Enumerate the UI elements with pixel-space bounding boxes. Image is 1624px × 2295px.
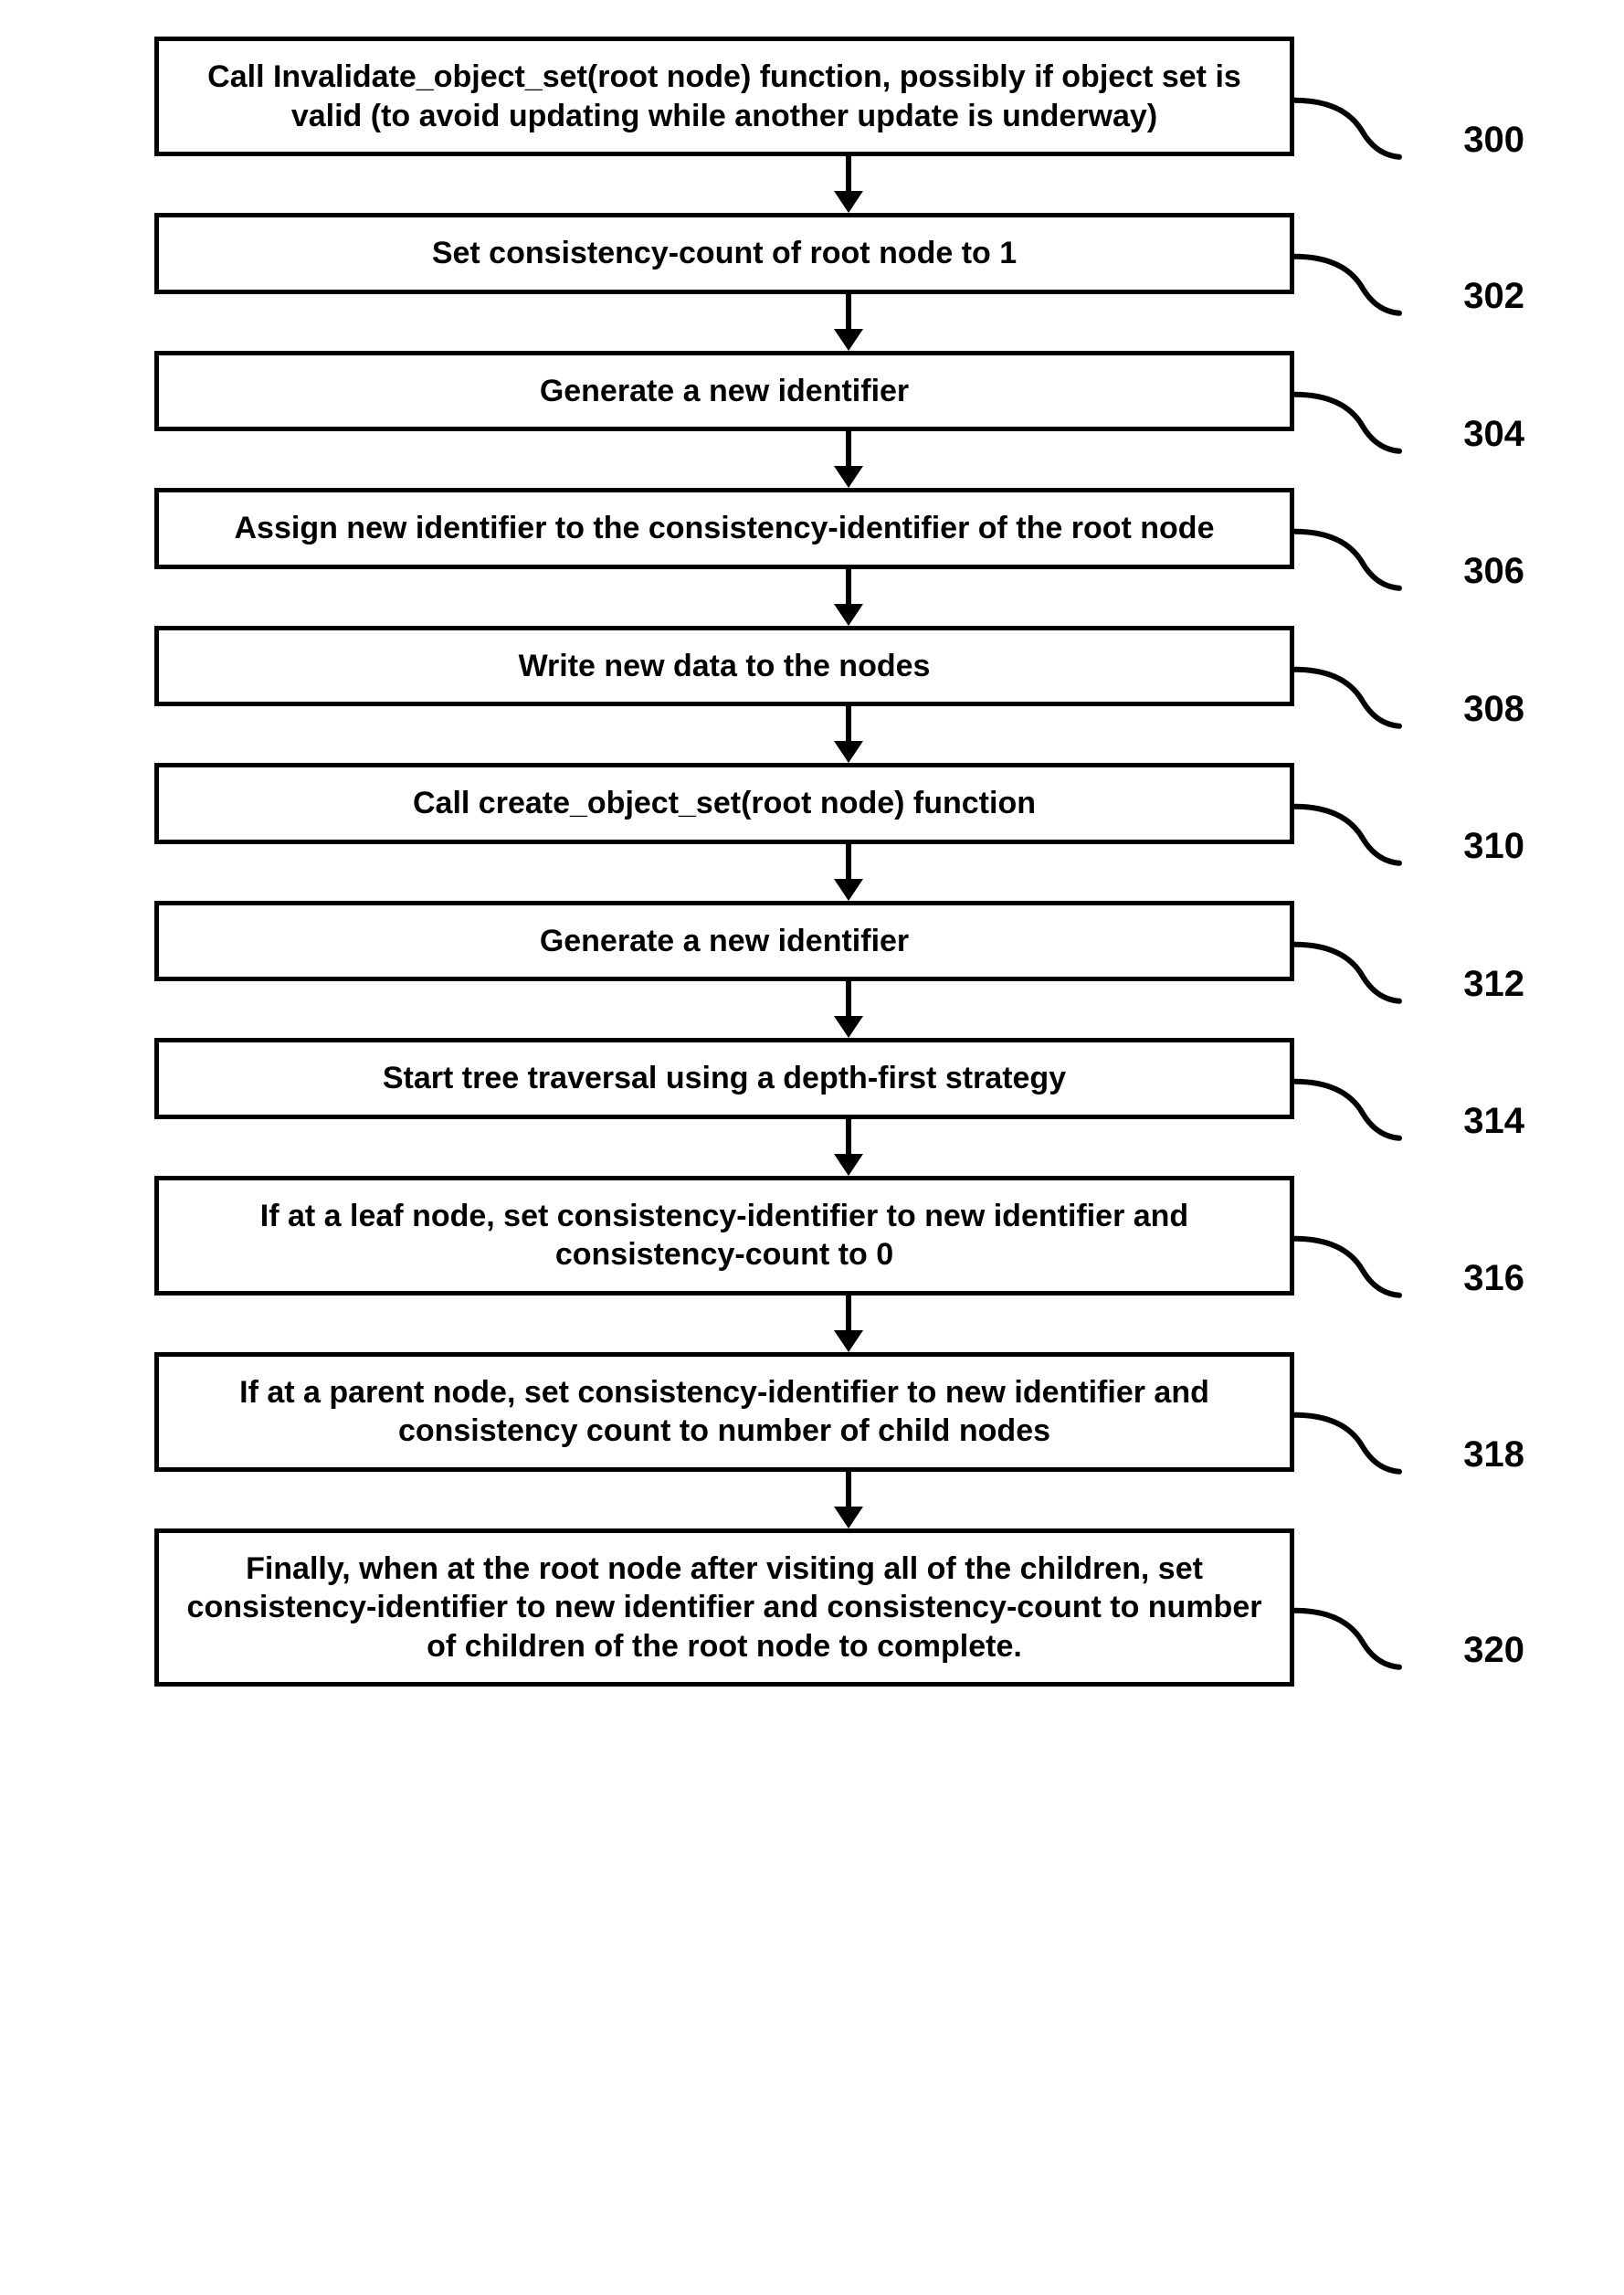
- flow-step: Start tree traversal using a depth-first…: [81, 1038, 1543, 1119]
- arrow-down-icon: [834, 844, 863, 901]
- step-box-314: Start tree traversal using a depth-first…: [154, 1038, 1294, 1119]
- label-connector-icon: [1294, 238, 1413, 321]
- step-box-308: Write new data to the nodes: [154, 626, 1294, 707]
- step-label: 306: [1463, 551, 1524, 592]
- label-connector-icon: [1294, 1397, 1413, 1479]
- flow-step: If at a leaf node, set consistency-ident…: [81, 1176, 1543, 1296]
- step-label: 304: [1463, 414, 1524, 455]
- flow-step: Write new data to the nodes 308: [81, 626, 1543, 707]
- arrow-down-icon: [834, 294, 863, 351]
- label-connector-icon: [1294, 651, 1413, 734]
- step-box-304: Generate a new identifier: [154, 351, 1294, 432]
- step-label: 320: [1463, 1630, 1524, 1671]
- label-connector-icon: [1294, 513, 1413, 596]
- label-connector-icon: [1294, 1221, 1413, 1303]
- flow-step: Call create_object_set(root node) functi…: [81, 763, 1543, 844]
- label-connector-icon: [1294, 1592, 1413, 1675]
- label-connector-icon: [1294, 81, 1413, 164]
- label-connector-icon: [1294, 376, 1413, 459]
- step-label: 310: [1463, 826, 1524, 867]
- step-label: 318: [1463, 1434, 1524, 1475]
- flowchart-container: Call Invalidate_object_set(root node) fu…: [81, 37, 1543, 1687]
- arrow-down-icon: [834, 156, 863, 213]
- arrow-down-icon: [834, 1119, 863, 1176]
- flow-step: If at a parent node, set consistency-ide…: [81, 1352, 1543, 1472]
- flow-step: Finally, when at the root node after vis…: [81, 1528, 1543, 1687]
- step-box-300: Call Invalidate_object_set(root node) fu…: [154, 37, 1294, 156]
- step-label: 312: [1463, 964, 1524, 1005]
- flow-step: Assign new identifier to the consistency…: [81, 488, 1543, 569]
- arrow-down-icon: [834, 569, 863, 626]
- step-box-318: If at a parent node, set consistency-ide…: [154, 1352, 1294, 1472]
- step-label: 316: [1463, 1258, 1524, 1299]
- flow-step: Generate a new identifier 312: [81, 901, 1543, 982]
- flow-step: Call Invalidate_object_set(root node) fu…: [81, 37, 1543, 156]
- label-connector-icon: [1294, 1063, 1413, 1146]
- step-box-306: Assign new identifier to the consistency…: [154, 488, 1294, 569]
- arrow-down-icon: [834, 1296, 863, 1352]
- step-box-316: If at a leaf node, set consistency-ident…: [154, 1176, 1294, 1296]
- step-label: 300: [1463, 120, 1524, 161]
- arrow-down-icon: [834, 1472, 863, 1528]
- label-connector-icon: [1294, 788, 1413, 871]
- arrow-down-icon: [834, 706, 863, 763]
- label-connector-icon: [1294, 926, 1413, 1009]
- step-label: 308: [1463, 689, 1524, 730]
- step-label: 314: [1463, 1101, 1524, 1142]
- flow-step: Generate a new identifier 304: [81, 351, 1543, 432]
- flow-step: Set consistency-count of root node to 1 …: [81, 213, 1543, 294]
- step-box-310: Call create_object_set(root node) functi…: [154, 763, 1294, 844]
- step-label: 302: [1463, 276, 1524, 317]
- arrow-down-icon: [834, 981, 863, 1038]
- step-box-312: Generate a new identifier: [154, 901, 1294, 982]
- arrow-down-icon: [834, 431, 863, 488]
- step-box-320: Finally, when at the root node after vis…: [154, 1528, 1294, 1687]
- step-box-302: Set consistency-count of root node to 1: [154, 213, 1294, 294]
